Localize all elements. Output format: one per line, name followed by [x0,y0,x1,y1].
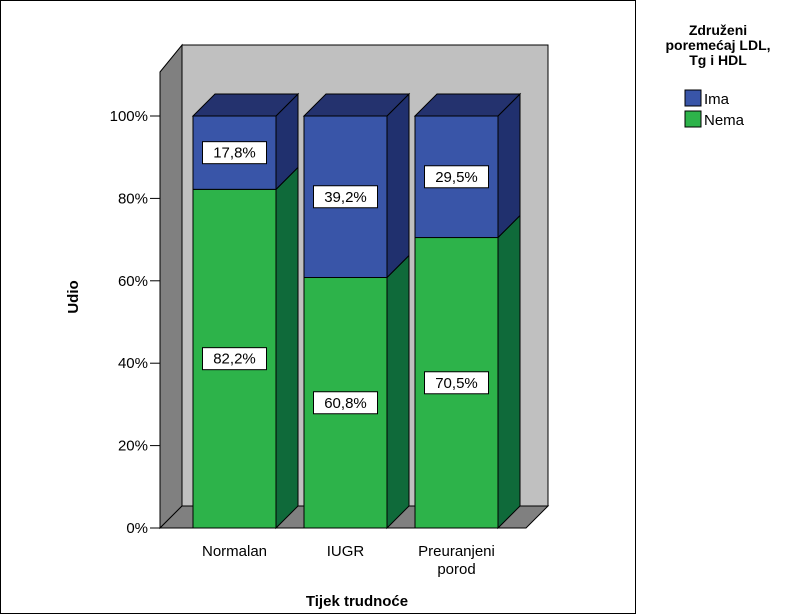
data-label-text: 29,5% [435,169,478,186]
bar-group [413,92,522,530]
data-label-nema: 70,5% [424,371,489,395]
x-tick-label: IUGR [327,543,365,560]
data-label-box [202,141,267,165]
data-label-nema: 82,2% [202,347,267,371]
data-label-box [202,347,267,371]
x-axis-title: Tijek trudnoće [306,593,408,610]
data-label-text: 17,8% [213,145,256,162]
legend-label-nema: Nema [704,112,745,129]
data-label-text: 60,8% [324,395,367,412]
legend-swatch-ima [684,89,702,107]
data-label-box [313,391,378,415]
x-axis: Normalan IUGR Preuranjeni porod [202,543,495,578]
y-tick-label: 80% [118,190,148,207]
legend-swatch-nema [684,110,702,128]
legend-label-ima: Ima [704,91,730,108]
x-tick-label: Preuranjeni porod [418,543,495,578]
bar-top [413,93,522,117]
data-label-ima: 17,8% [202,141,267,165]
left-wall [159,43,183,530]
bar-side-nema [497,214,521,530]
data-label-text: 70,5% [435,375,478,392]
data-label-box [313,185,378,209]
y-tick-label: 40% [118,355,148,372]
legend-title: Združeni poremećaj LDL, Tg i HDL [665,22,770,68]
bar-side-nema [275,166,299,530]
data-label-text: 39,2% [324,189,367,206]
y-tick-label: 0% [126,520,148,537]
y-tick-label: 20% [118,438,148,455]
y-axis-title: Udio [65,280,82,313]
y-tick-label: 60% [118,273,148,290]
x-tick-label: Normalan [202,543,267,560]
y-axis: 0% 20% 40% 60% 80% 100% [110,72,161,537]
legend: Združeni poremećaj LDL, Tg i HDL Ima Nema [665,22,770,129]
y-tick-label: 100% [110,108,148,125]
data-label-text: 82,2% [213,351,256,368]
data-label-ima: 39,2% [313,185,378,209]
data-label-box [424,371,489,395]
bar-side-ima [497,92,521,239]
bar-top [191,93,300,117]
data-label-box [424,165,489,189]
bar-top [302,93,411,117]
bars: 82,2% 17,8% 60,8% 39,2% 70,5% 29,5% [191,92,522,530]
data-label-nema: 60,8% [313,391,378,415]
bar-group [302,92,411,530]
data-label-ima: 29,5% [424,165,489,189]
bar-side-nema [386,254,410,530]
bar-side-ima [386,92,410,279]
